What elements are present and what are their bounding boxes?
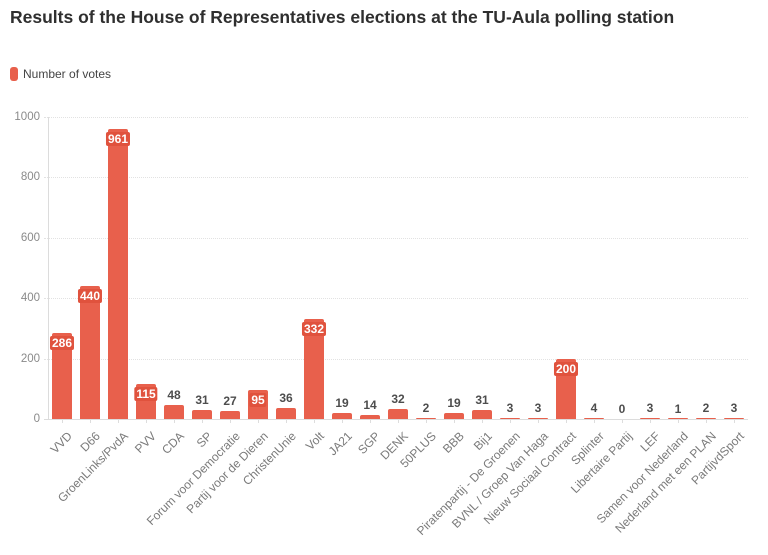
bar-value-label: 3 [506,401,514,416]
bar-value-label: 95 [249,393,267,408]
bar[interactable] [52,332,72,419]
bar-value-label: 3 [730,401,738,416]
x-tick-mark [454,419,455,423]
bar[interactable] [416,418,436,419]
x-tick-mark [370,419,371,423]
bar[interactable] [332,413,352,419]
bar[interactable] [304,318,324,419]
bar-value-label: 31 [475,392,489,407]
bar-value-label: 200 [553,361,579,376]
bar[interactable] [696,418,716,419]
bar-value-label: 2 [702,401,710,416]
bar[interactable] [472,409,492,419]
x-tick-mark [342,419,343,423]
x-tick-mark [118,419,119,423]
bar[interactable] [668,418,688,419]
y-tick-label: 0 [33,413,40,425]
bar-value-label: 32 [391,392,405,407]
bar-value-label: 14 [363,397,377,412]
x-tick-mark [90,419,91,423]
plot-area: 286 VVD 440 D66 961 GroenLinks/PvdA 115 PVV 48 CD… [44,117,748,538]
bar-value-label: 36 [279,391,293,406]
x-tick-mark [174,419,175,423]
bar-value-label: 27 [223,393,237,408]
bar[interactable] [640,418,660,419]
chart-title: Results of the House of Representatives … [10,7,675,27]
bar[interactable] [528,418,548,419]
bar[interactable] [164,404,184,419]
gridline [44,117,748,118]
bar-value-label: 48 [167,387,181,402]
bar[interactable] [80,286,100,419]
bar-value-label: 0 [618,402,626,416]
x-tick-mark [398,419,399,423]
bar[interactable] [108,128,128,419]
x-tick-mark [230,419,231,423]
y-axis-labels: 0 200 400 600 800 1000 [0,111,42,425]
gridline [44,177,748,179]
x-tick-mark [146,419,147,423]
bar-value-label: 4 [590,400,598,415]
x-tick-mark [678,419,679,423]
bar[interactable] [360,414,380,419]
y-tick-label: 200 [20,352,40,365]
x-tick-mark [706,419,707,423]
y-tick-label: 1000 [14,111,40,123]
bar[interactable] [388,409,408,419]
y-axis-line [48,117,49,419]
bar[interactable] [584,417,604,419]
y-tick-label: 600 [20,231,40,244]
bar[interactable] [276,408,296,419]
bar-value-label: 115 [134,387,158,402]
gridline [44,237,748,239]
y-tick-label: 800 [20,171,40,184]
x-axis-baseline [44,419,748,420]
x-tick-mark [314,419,315,423]
bar[interactable] [500,418,520,419]
bar[interactable] [220,410,240,419]
bar[interactable] [724,418,744,419]
bar-value-label: 31 [195,392,209,407]
legend[interactable]: Number of votes [10,67,111,81]
bar-value-label: 3 [646,401,654,416]
x-tick-mark [482,419,483,423]
y-tick-label: 400 [20,292,40,305]
gridline [44,298,748,300]
bar-value-label: 19 [447,396,461,411]
bar-value-label: 440 [77,289,103,304]
bar-value-label: 332 [301,321,327,336]
x-tick-mark [286,419,287,423]
x-tick-mark [538,419,539,423]
bar-value-label: 2 [422,401,430,416]
x-tick-mark [62,419,63,423]
x-tick-mark [202,419,203,423]
bar-value-label: 961 [105,131,131,146]
x-tick-mark [594,419,595,423]
bar-value-label: 3 [534,401,542,416]
x-tick-mark [566,419,567,423]
x-tick-mark [622,419,623,423]
x-tick-mark [510,419,511,423]
bar-value-label: 286 [49,335,75,350]
x-tick-mark [258,419,259,423]
bar-value-label: 19 [335,396,349,411]
x-tick-mark [650,419,651,423]
bar[interactable] [444,413,464,419]
legend-label: Number of votes [23,67,112,81]
x-tick-mark [734,419,735,423]
x-tick-mark [426,419,427,423]
bar[interactable] [192,409,212,419]
bar-value-label: 1 [674,401,682,416]
legend-swatch-icon [10,67,18,81]
gridline [44,358,748,360]
